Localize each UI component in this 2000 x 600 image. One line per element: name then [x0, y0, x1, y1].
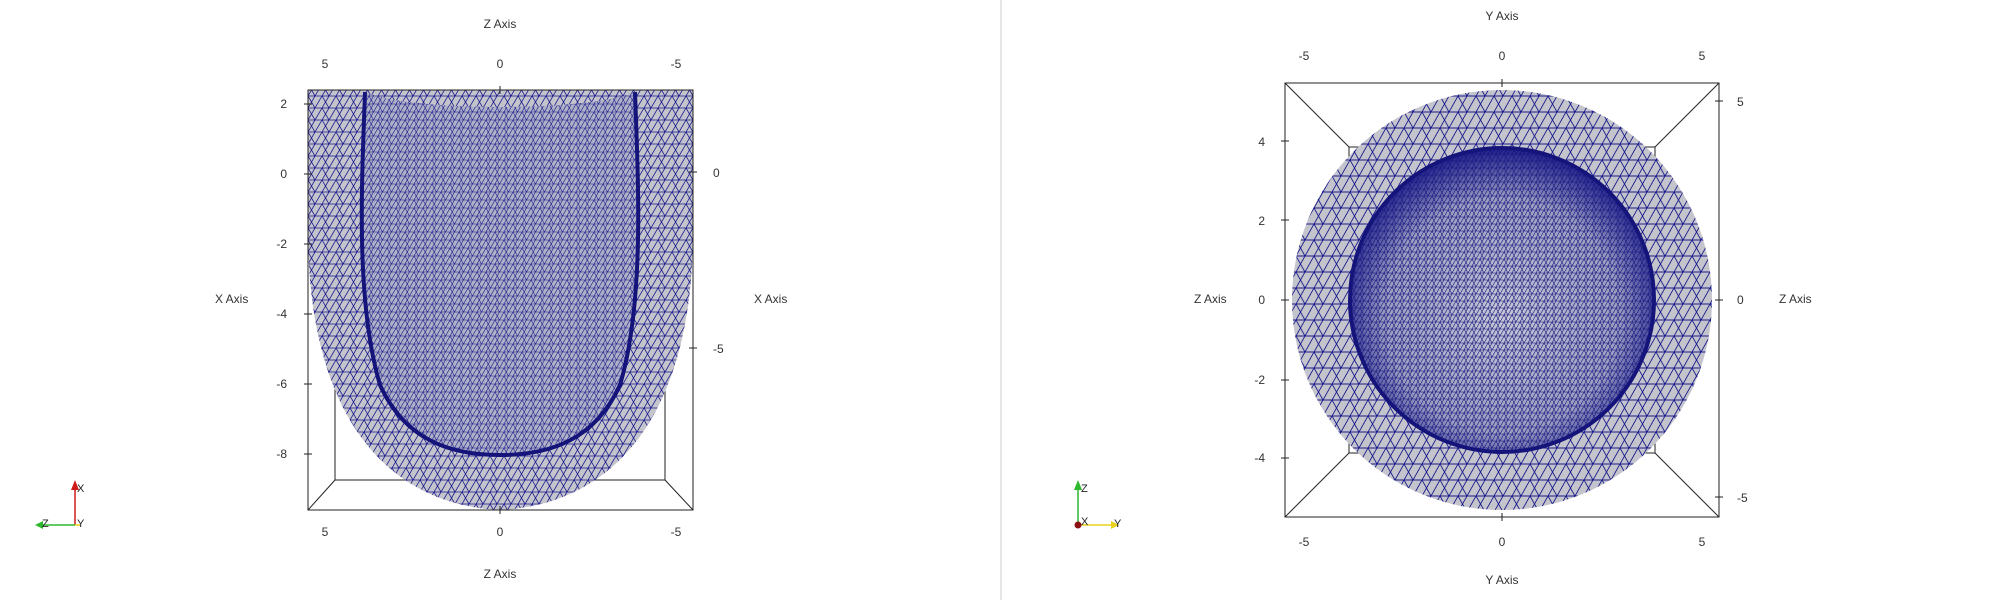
- bottom-tick-label: 0: [1499, 535, 1506, 549]
- right-tick-label: 5: [1737, 95, 1744, 109]
- orientation-label-x: X: [1081, 516, 1089, 528]
- top-tick-label: 5: [322, 57, 329, 71]
- inner-cavity-mesh: [1348, 146, 1656, 454]
- orientation-axes-widget: X Z Y: [35, 480, 85, 530]
- left-tick-label: -2: [1254, 373, 1265, 387]
- right-tick-label: 0: [713, 166, 720, 180]
- orientation-label-x: X: [77, 483, 85, 495]
- bottom-tick-label: 5: [322, 525, 329, 539]
- tick-marks: [1281, 79, 1723, 521]
- top-axis-title: Z Axis: [484, 17, 517, 31]
- tick-marks: [304, 86, 697, 514]
- right-axis-title: X Axis: [754, 292, 787, 306]
- left-tick-label: 2: [1258, 214, 1265, 228]
- bottom-tick-label: 0: [497, 525, 504, 539]
- orientation-label-y: Y: [77, 518, 85, 530]
- top-axis-title: Y Axis: [1485, 9, 1518, 23]
- top-tick-label: -5: [671, 57, 682, 71]
- bottom-axis-title: Y Axis: [1485, 573, 1518, 587]
- viewport-left[interactable]: Z Axis Z Axis X Axis X Axis 5 0 -5 5 0 -…: [0, 0, 1000, 600]
- top-tick-label: 0: [1499, 49, 1506, 63]
- left-tick-label: 0: [1258, 293, 1265, 307]
- top-tick-label: 5: [1699, 49, 1706, 63]
- right-axis-title: Z Axis: [1779, 292, 1812, 306]
- bottom-tick-label: -5: [671, 525, 682, 539]
- top-tick-label: -5: [1299, 49, 1310, 63]
- orientation-axes-widget: Z X Y: [1074, 480, 1122, 530]
- viewport-splitter[interactable]: [1000, 0, 1002, 600]
- inner-cavity-mesh: [359, 91, 641, 458]
- orientation-label-y: Y: [1114, 518, 1122, 530]
- orientation-label-z: Z: [1081, 483, 1088, 495]
- top-tick-label: 0: [497, 57, 504, 71]
- left-axis-title: X Axis: [215, 292, 248, 306]
- orientation-label-z: Z: [42, 518, 49, 530]
- bottom-axis-title: Z Axis: [484, 567, 517, 581]
- left-axis-title: Z Axis: [1194, 292, 1227, 306]
- left-tick-label: 0: [280, 167, 287, 181]
- left-tick-label: 2: [280, 97, 287, 111]
- right-tick-label: 0: [1737, 293, 1744, 307]
- left-tick-label: -8: [276, 447, 287, 461]
- left-tick-label: -4: [276, 307, 287, 321]
- right-tick-label: -5: [713, 342, 724, 356]
- left-tick-label: -4: [1254, 451, 1265, 465]
- right-tick-label: -5: [1737, 491, 1748, 505]
- bottom-tick-label: 5: [1699, 535, 1706, 549]
- left-tick-label: 4: [1258, 135, 1265, 149]
- bottom-tick-label: -5: [1299, 535, 1310, 549]
- left-tick-label: -6: [276, 377, 287, 391]
- viewport-right[interactable]: Y Axis Y Axis Z Axis Z Axis -5 0 5 -5 0 …: [1002, 0, 2000, 600]
- left-tick-label: -2: [276, 237, 287, 251]
